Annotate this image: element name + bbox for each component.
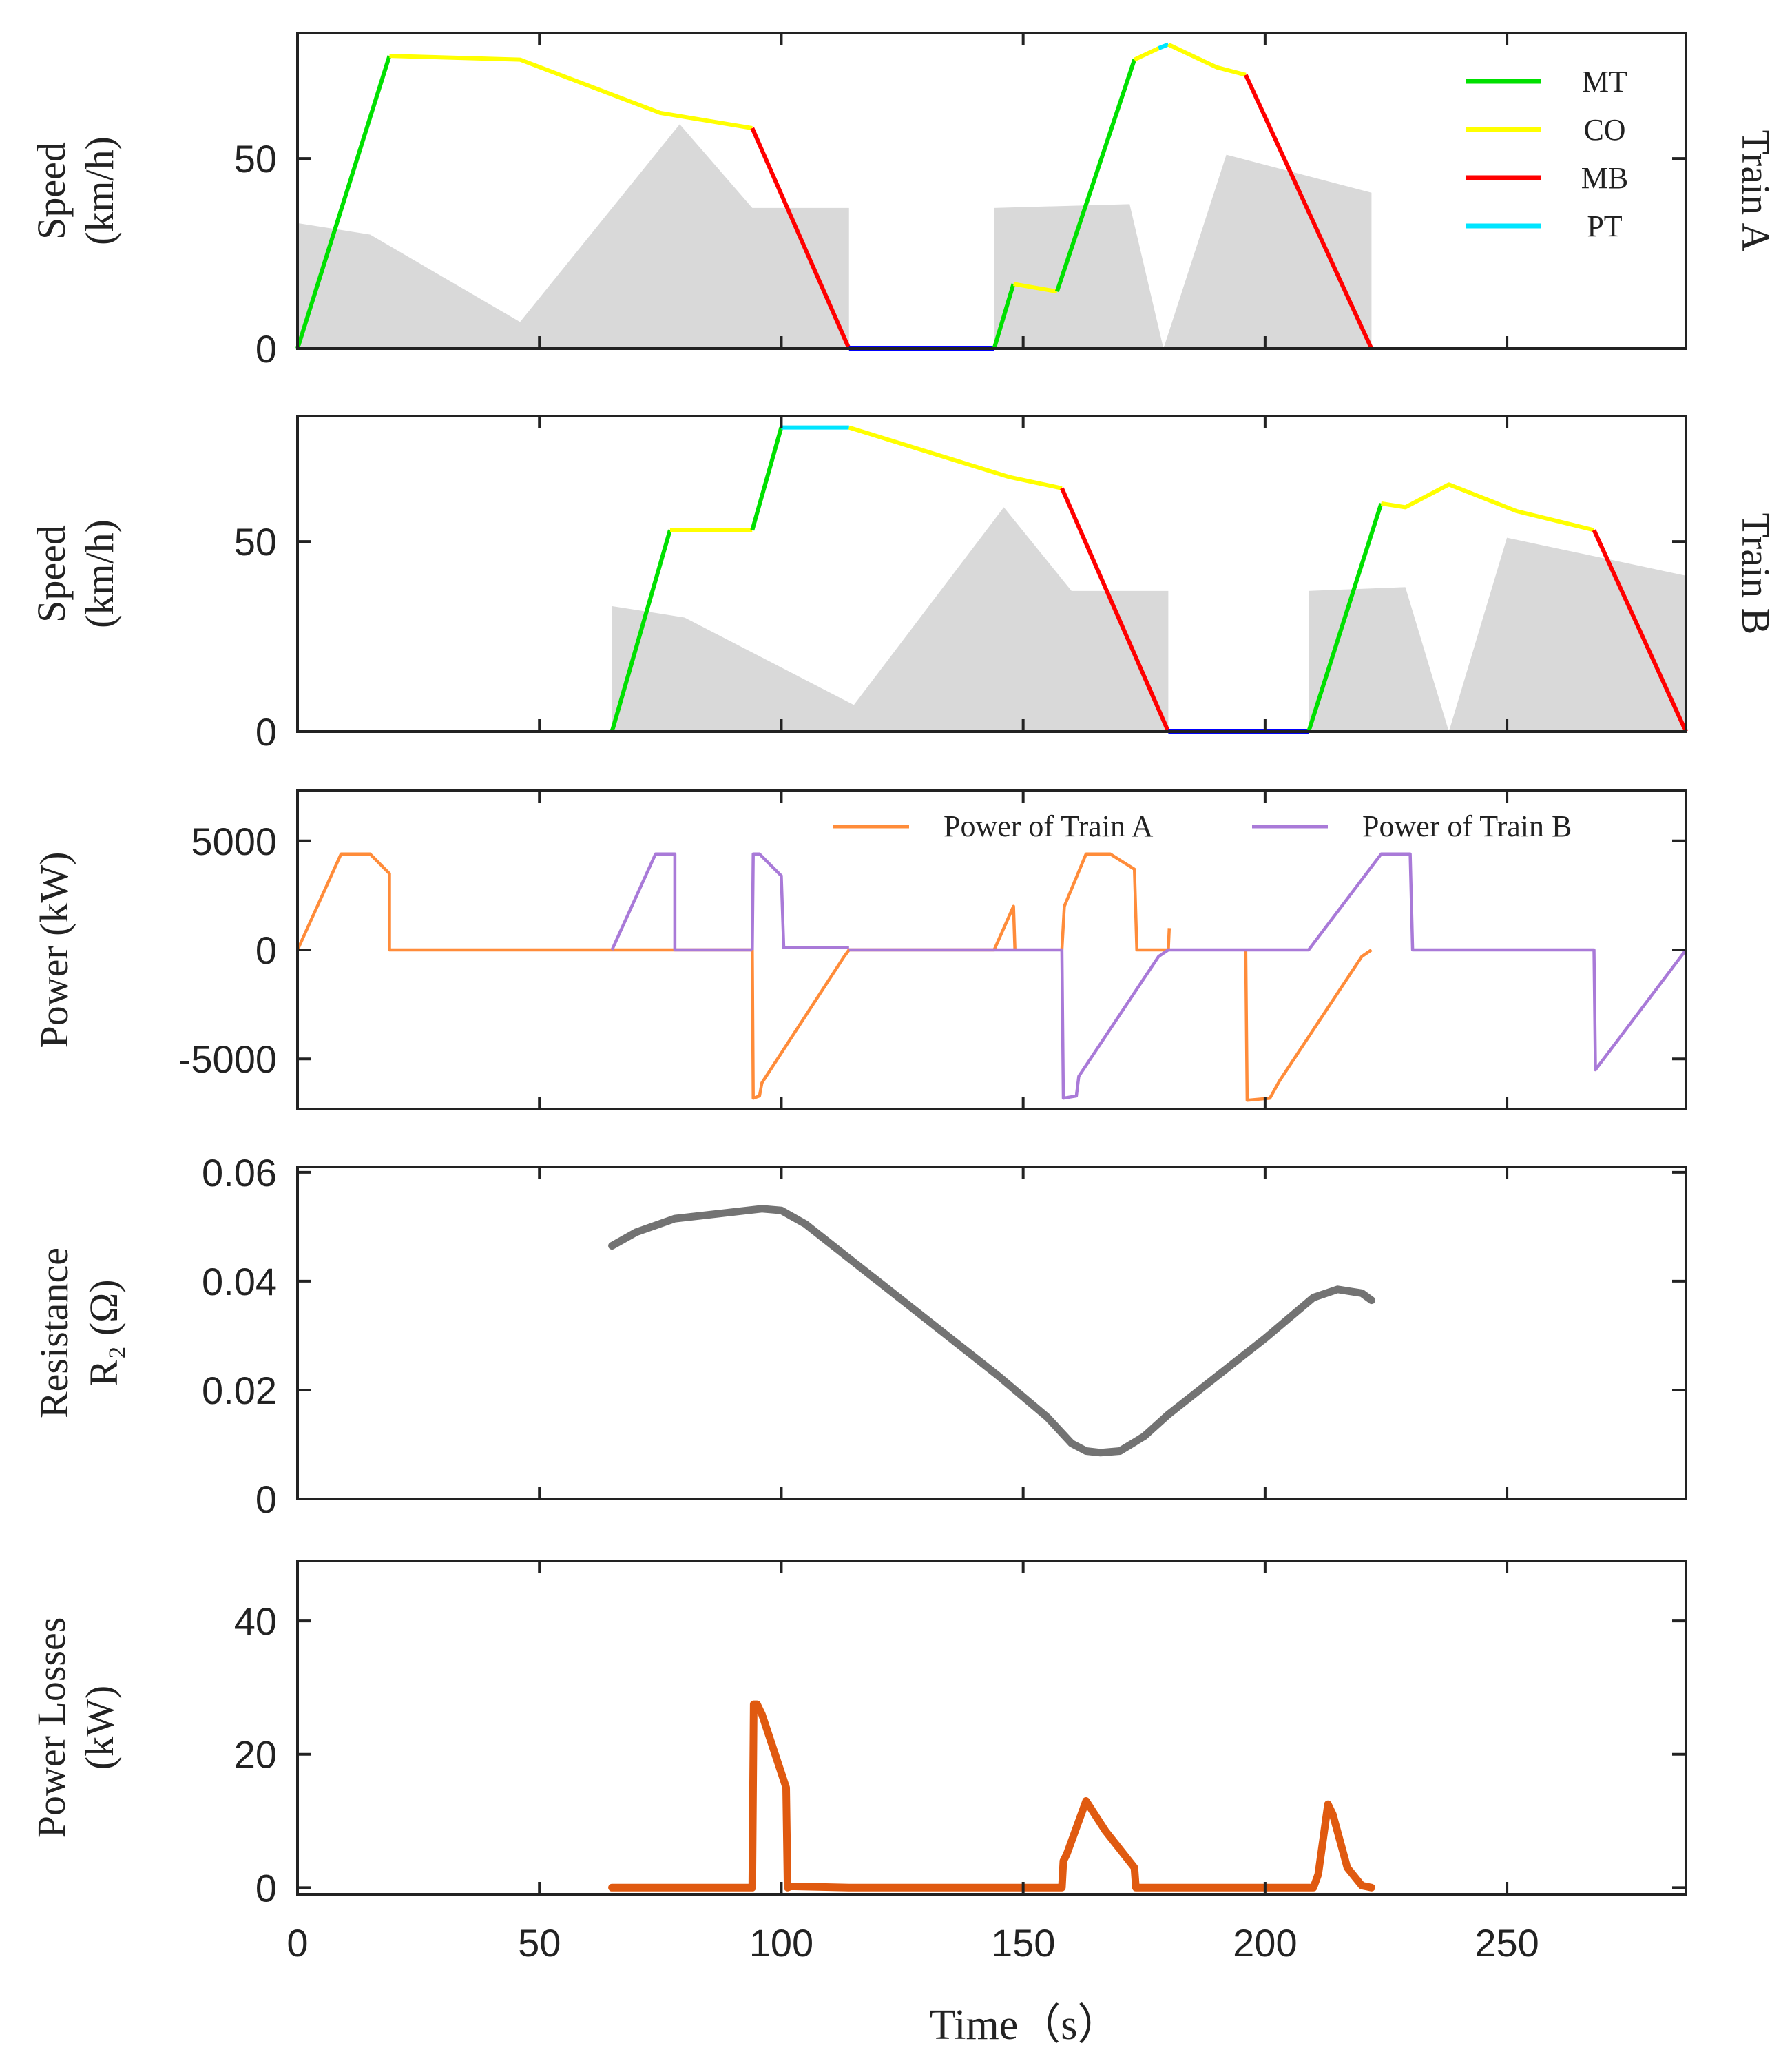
speed-mode-legend: MT CO MB PT — [1466, 65, 1628, 243]
resistance-plot-frame — [296, 1166, 1687, 1500]
losses-series-0-segment-0 — [608, 1700, 1375, 1892]
ytick-label: 20 — [234, 1733, 277, 1777]
power-ylabel: Power (kW) — [32, 851, 76, 1048]
train-a-speed-panel: 0 50 Speed (km/h) Train A MT CO MB PT — [29, 32, 1778, 371]
ytick-label: 0 — [256, 1478, 277, 1521]
x-axis-label: Time（s） — [930, 2002, 1121, 2049]
trainA-series-6-segment-0 — [1054, 59, 1137, 293]
trainA-series-0-segment-0 — [295, 55, 392, 349]
resistance-ylabel-line2: R₂ (Ω) — [81, 1279, 126, 1386]
train-a-ylabel-line1: Speed — [29, 142, 74, 240]
power-series-0-segment-3 — [1060, 852, 1171, 952]
power-losses-panel: 0 20 40 0 50 100 150 200 250 Power Losses (kW) T… — [29, 1560, 1687, 2049]
trainA-series-7-segment-0 — [1133, 46, 1160, 62]
trainB-series-0-segment-0 — [610, 529, 672, 732]
train-a-plot-frame — [296, 32, 1687, 350]
train-a-ylabel-line2: (km/h) — [77, 136, 122, 245]
ytick-label: 0 — [256, 1866, 277, 1909]
losses-ylabel-line1: Power Losses — [29, 1617, 74, 1839]
xtick-label: 200 — [1233, 1921, 1297, 1965]
trainA-series-10-segment-0 — [1244, 74, 1374, 350]
ytick-label: 5000 — [191, 820, 277, 863]
power-legend-label-0: Power of Train A — [944, 809, 1154, 843]
ytick-label: 0 — [256, 327, 277, 371]
trainB-series-8-segment-0 — [1381, 482, 1595, 532]
power-series-1-segment-0 — [610, 852, 753, 952]
xtick-label: 100 — [749, 1921, 813, 1965]
xtick-label: 50 — [518, 1921, 561, 1965]
trainA-series-9-segment-0 — [1167, 42, 1247, 77]
train-b-ylabel-line1: Speed — [29, 525, 74, 623]
power-series-1-segment-1 — [751, 852, 849, 951]
power-series-0-segment-4 — [1244, 949, 1373, 1102]
trainA-series-5-segment-0 — [1013, 282, 1058, 294]
ytick-label: 50 — [234, 137, 277, 180]
trainB-series-4-segment-0 — [848, 425, 1063, 490]
trainA-series-4-segment-0 — [992, 283, 1016, 349]
resistance-ylabel-line1: Resistance — [32, 1247, 76, 1418]
resistance-panel: 0 0.02 0.04 0.06 Resistance R₂ (Ω) — [32, 1151, 1687, 1521]
legend-label-mb: MB — [1581, 161, 1628, 195]
trainA-series-8-segment-0 — [1158, 42, 1169, 50]
xtick-label: 150 — [991, 1921, 1055, 1965]
power-series-0-segment-1 — [751, 948, 868, 1100]
train-a-right-label: Train A — [1733, 130, 1778, 252]
xtick-label: 250 — [1475, 1921, 1539, 1965]
resistance-series-0-segment-0 — [608, 1205, 1375, 1457]
gradient-area-0 — [612, 507, 1169, 732]
trainB-series-5-segment-0 — [1060, 487, 1171, 733]
ytick-label: 0.04 — [202, 1260, 277, 1303]
train-b-plot-frame — [296, 415, 1687, 733]
ytick-label: 0.06 — [202, 1151, 277, 1194]
ytick-label: 0.02 — [202, 1369, 277, 1412]
losses-plot-frame — [296, 1560, 1687, 1896]
ytick-label: -5000 — [178, 1037, 277, 1081]
gradient-area-1 — [1309, 537, 1686, 732]
train-b-speed-panel: 0 50 Speed (km/h) Train B — [29, 415, 1778, 754]
power-series-0-segment-2 — [868, 904, 1017, 952]
gradient-area-1 — [994, 154, 1372, 349]
trainA-series-2-segment-0 — [750, 127, 851, 350]
power-series-0-segment-0 — [295, 852, 753, 952]
trainB-series-7-segment-0 — [1306, 502, 1384, 732]
losses-ylabel-line2: (kW) — [77, 1686, 122, 1770]
trainB-series-9-segment-0 — [1592, 529, 1688, 733]
trainA-series-1-segment-0 — [389, 54, 753, 130]
trainB-series-2-segment-0 — [750, 426, 784, 531]
legend-label-mt: MT — [1582, 65, 1627, 99]
ytick-label: 40 — [234, 1599, 277, 1643]
train-b-right-label: Train B — [1733, 513, 1778, 635]
ytick-label: 0 — [256, 929, 277, 972]
power-legend: Power of Train A Power of Train B — [833, 809, 1572, 843]
xtick-label: 0 — [286, 1921, 308, 1965]
legend-label-co: CO — [1583, 113, 1625, 147]
gradient-area-0 — [298, 124, 849, 349]
ytick-label: 0 — [256, 710, 277, 754]
power-series-1-segment-2 — [848, 852, 1687, 1100]
legend-label-pt: PT — [1587, 209, 1622, 243]
ytick-label: 50 — [234, 520, 277, 563]
power-legend-label-1: Power of Train B — [1362, 809, 1572, 843]
train-b-ylabel-line2: (km/h) — [77, 519, 122, 628]
